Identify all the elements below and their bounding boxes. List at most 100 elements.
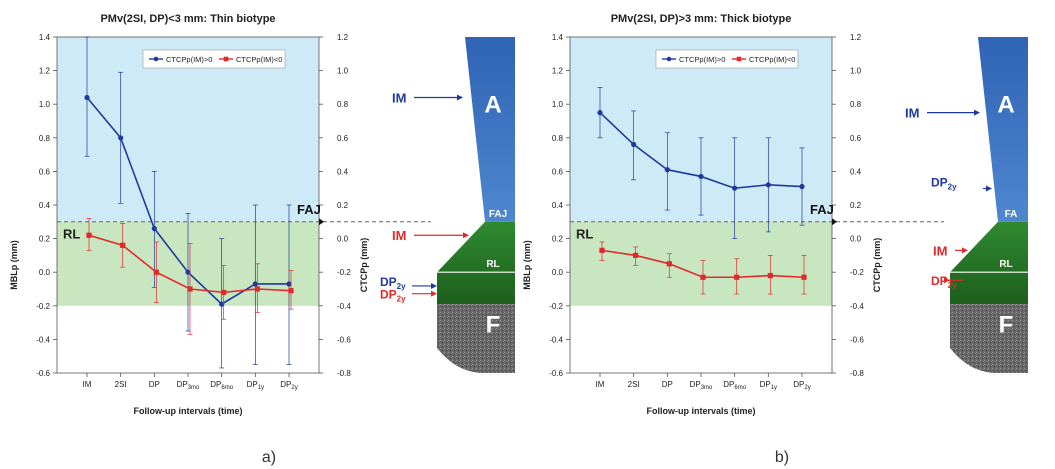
series-red [599,241,807,295]
dp2y-red-label: DP2y [380,288,406,304]
data-point [700,274,706,280]
legend-label-red: CTCPp(IM)<0 [749,55,795,64]
im-blue-arrowhead-icon [457,94,463,101]
y-axis-right-label: CTCPp (mm) [872,238,882,293]
x-tick-label: DP [149,380,160,389]
faj-block-label: FAJ [489,209,507,220]
data-point [799,183,805,190]
y-tick-label: 1.0 [552,100,564,109]
y-right-tick-label: 0.6 [850,134,862,143]
dp-red-subscript: 2y [397,295,406,304]
y-tick-label: -0.4 [549,335,563,344]
x-tick-label: IM [596,380,605,389]
data-point [221,289,227,295]
dp2y-blue-label: DP2y [380,275,406,291]
panel-label: b) [775,449,789,466]
data-point [120,242,126,248]
data-point [767,272,773,279]
x-axis-label: Follow-up intervals (time) [646,406,755,416]
y-right-tick-label: 0.4 [337,167,349,176]
dp-blue-arrowhead-icon [431,282,437,289]
y-right-tick-label: -0.6 [337,335,351,344]
legend-label-blue: CTCPp(IM)>0 [166,55,212,64]
dp-red-text: DP [380,288,397,302]
fixture-block [437,304,515,373]
y-right-tick-label: -0.2 [337,268,351,277]
soft-tissue-block [950,221,1028,305]
data-point [288,288,294,294]
legend-box [655,49,799,69]
rl-label: RL [576,227,593,242]
y-right-tick-label: 1.2 [337,33,349,42]
fixture-label: F [999,312,1014,339]
dp-blue-arrowhead-icon [986,185,992,192]
data-point [732,185,738,191]
y-right-tick-label: 1.2 [850,33,862,42]
abutment-block [978,37,1028,222]
data-point [153,269,159,275]
legend-marker-red [736,56,742,62]
im-red-arrowhead-icon [962,247,968,254]
y-tick-label: -0.2 [549,302,563,311]
x-tick-label: DP2y [280,380,297,391]
x-tick-label: DP1y [760,380,777,391]
y-ticks-left: 1.4 1.2 1.0 0.8 0.6 0.4 0.2 0.0 -0.2 -0.4 -0.6 [36,33,57,378]
faj-label: FAJ [297,202,321,217]
data-point [151,225,157,232]
data-point [666,261,672,267]
y-right-tick-label: -0.8 [337,369,351,378]
y-right-tick-label: 1.0 [850,67,862,76]
series-group [597,87,807,295]
faj-arrow-icon [319,218,324,226]
x-tick-label: DP6mo [723,380,746,391]
y-right-tick-label: 1.0 [337,67,349,76]
y-axis-label: MBLp (mm) [9,240,19,290]
y-tick-label: 0.4 [39,201,51,210]
x-tick-label: DP3mo [690,380,713,391]
series-blue [84,36,292,369]
y-tick-label: 1.2 [552,67,564,76]
x-tick-label: DP1y [247,380,264,391]
y-right-tick-label: -0.6 [850,335,864,344]
y-tick-label: 0.8 [39,134,51,143]
data-point [765,182,771,188]
y-tick-label: 1.4 [552,33,564,42]
panel-label: a) [262,449,276,466]
chart-panel-a: PMv(2SI, DP)<3 mm: Thin biotype Follow-u… [9,13,515,466]
y-right-tick-label: 0.4 [850,167,862,176]
x-tick-label: DP6mo [210,380,233,391]
data-point [86,232,92,238]
series-red [86,218,294,335]
data-point [84,94,90,101]
series-group [84,36,294,369]
im-blue-label: IM [392,90,406,105]
fixture-block [950,304,1028,373]
x-tick-label: DP2y [793,380,810,391]
fixture-label: F [486,312,501,339]
dp-blue-subscript: 2y [397,282,406,291]
abutment-label: A [484,92,501,119]
dp-red-arrowhead-icon [431,290,437,297]
data-point [286,281,292,287]
chart-title: PMv(2SI, DP)<3 mm: Thin biotype [100,13,275,25]
data-point [118,135,124,141]
y-right-tick-label: -0.2 [850,268,864,277]
x-tick-label: IM [83,380,92,389]
y-tick-label: 1.4 [39,33,51,42]
im-red-label: IM [392,228,406,243]
y-right-tick-label: 0.0 [337,235,349,244]
rl-block-label: RL [999,259,1012,270]
x-ticks: IM 2SI DP DP3mo DP6mo DP1y DP2y [83,373,298,391]
y-tick-label: 0.2 [39,235,51,244]
im-blue-label: IM [905,106,919,121]
faj-block-label: FA [1005,209,1018,220]
data-point [664,167,670,173]
y-tick-label: 0.2 [552,235,564,244]
lower-band [570,221,832,306]
y-right-tick-label: 0.2 [850,201,862,210]
im-red-arrowhead-icon [463,232,469,239]
rl-label: RL [63,227,80,242]
legend: CTCPp(IM)>0 CTCPp(IM)<0 [142,49,286,69]
y-ticks-left: 1.4 1.2 1.0 0.8 0.6 0.4 0.2 0.0 -0.2 -0.4 -0.6 [549,33,570,378]
x-tick-label: DP [662,380,673,389]
